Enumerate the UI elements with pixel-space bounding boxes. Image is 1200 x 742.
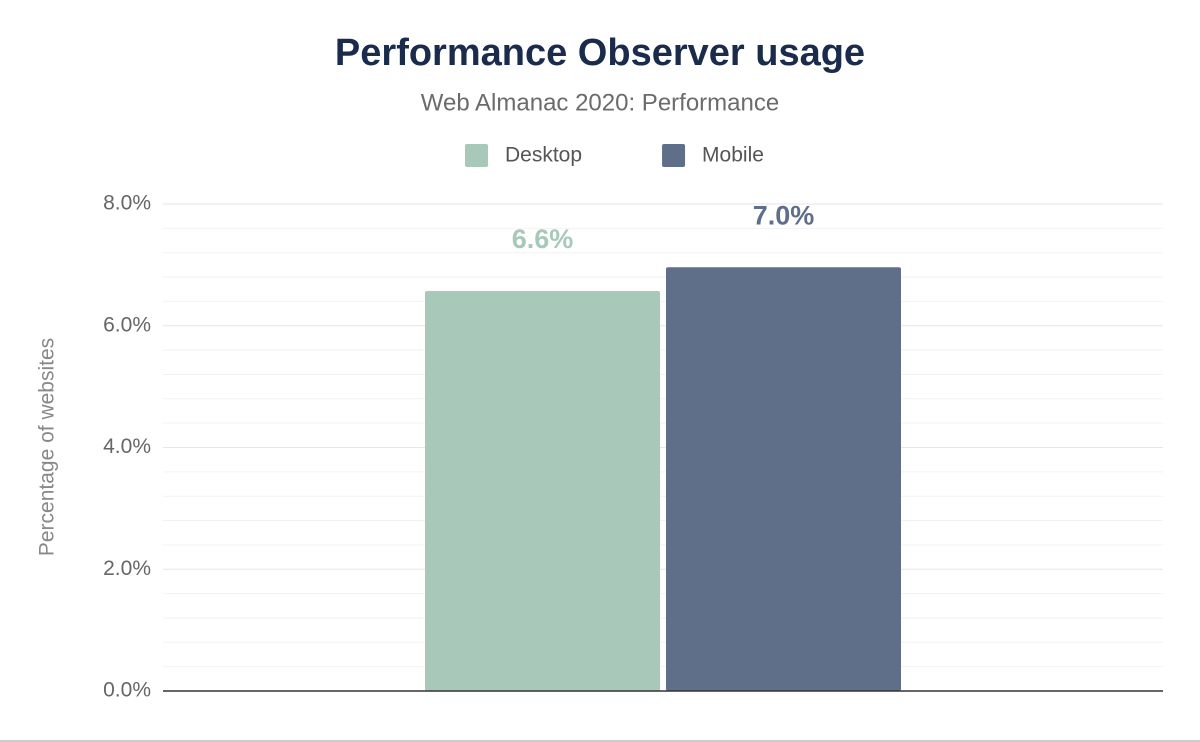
- y-axis-title: Percentage of websites: [36, 338, 59, 556]
- data-label: 6.6%: [512, 224, 574, 254]
- legend-swatch: [465, 144, 488, 167]
- y-tick-label: 0.0%: [103, 679, 151, 702]
- y-tick-label: 2.0%: [103, 557, 151, 580]
- y-tick-label: 4.0%: [103, 435, 151, 458]
- legend-label: Mobile: [702, 144, 764, 167]
- chart-title: Performance Observer usage: [335, 32, 865, 74]
- y-tick-label: 6.0%: [103, 313, 151, 336]
- y-tick-label: 8.0%: [103, 192, 151, 215]
- chart-subtitle: Web Almanac 2020: Performance: [421, 89, 779, 116]
- legend-label: Desktop: [505, 144, 582, 167]
- data-label: 7.0%: [753, 200, 815, 230]
- legend-swatch: [662, 144, 686, 167]
- bar: [425, 291, 660, 691]
- bar: [666, 267, 901, 691]
